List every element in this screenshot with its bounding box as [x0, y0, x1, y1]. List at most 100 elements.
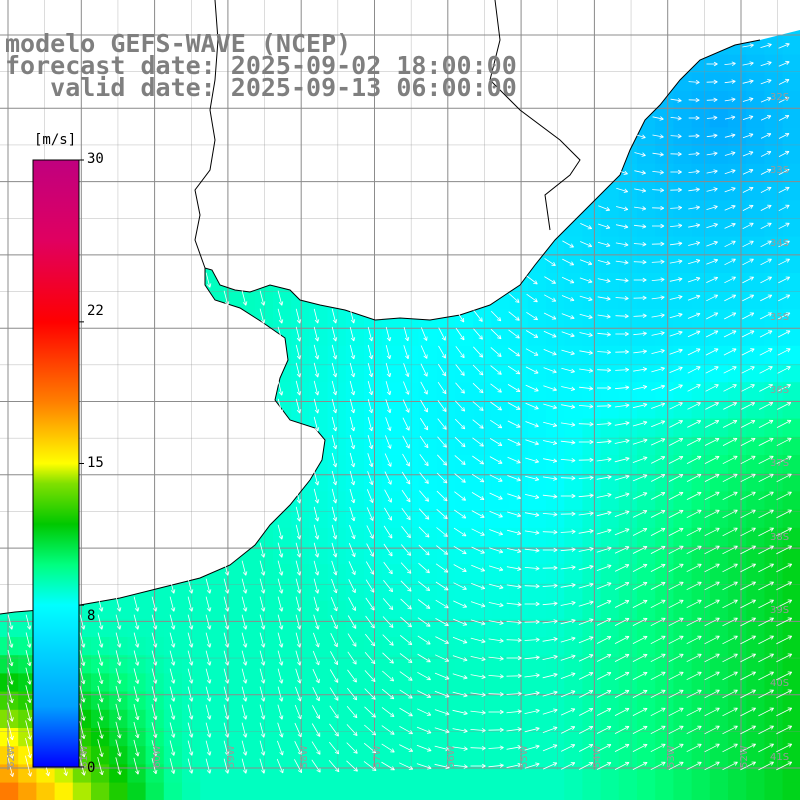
wind-cell	[473, 691, 492, 711]
wind-cell	[200, 746, 219, 765]
wind-cell	[273, 782, 292, 800]
wind-cell	[637, 764, 656, 784]
wind-cell	[655, 709, 674, 729]
wind-arrow	[562, 258, 575, 266]
wind-cell	[109, 673, 128, 693]
wind-arrow	[331, 362, 338, 378]
lat-label: 39S	[770, 605, 789, 616]
wind-cell	[618, 400, 638, 420]
wind-arrow	[525, 330, 539, 338]
wind-cell	[728, 509, 747, 529]
wind-cell	[764, 491, 784, 511]
wind-cell	[473, 618, 492, 638]
wind-cell	[527, 673, 547, 693]
wind-cell	[691, 655, 711, 674]
wind-cell	[618, 345, 638, 365]
wind-cell	[546, 418, 565, 438]
wind-cell	[400, 364, 420, 383]
wind-cell	[564, 455, 583, 474]
wind-cell	[655, 637, 674, 656]
wind-cell	[709, 782, 729, 800]
wind-arrow	[598, 205, 611, 212]
wind-arrow	[724, 79, 736, 84]
wind-cell	[600, 709, 620, 729]
wind-cell	[345, 764, 365, 784]
wind-cell	[582, 327, 602, 347]
wind-cell	[400, 746, 420, 765]
wind-arrow	[651, 331, 665, 336]
wind-arrow	[349, 362, 356, 378]
wind-arrow	[331, 308, 338, 324]
wind-arrow	[742, 151, 754, 157]
wind-cell	[509, 291, 529, 310]
wind-cell	[600, 764, 620, 784]
wind-cell	[473, 509, 492, 529]
wind-cell	[18, 691, 37, 711]
wind-cell	[400, 382, 420, 401]
wind-cell	[782, 254, 800, 274]
wind-arrow	[778, 150, 790, 157]
wind-cell	[491, 546, 511, 565]
wind-cell	[618, 728, 638, 747]
wind-cell	[637, 509, 656, 529]
wind-cell	[327, 709, 347, 729]
wind-cell	[473, 637, 492, 656]
coast-line	[0, 39, 761, 615]
wind-cell	[764, 109, 784, 128]
wind-cell	[728, 400, 747, 420]
wind-arrow	[760, 168, 772, 175]
wind-cell	[728, 455, 747, 474]
wind-cell	[546, 382, 565, 401]
colorbar-tick-22: 22	[87, 303, 104, 319]
wind-cell	[618, 436, 638, 456]
wind-arrow	[652, 116, 664, 121]
wind-cell	[436, 655, 456, 674]
wind-cell	[673, 436, 693, 456]
wind-arrow	[724, 169, 736, 175]
lon-label: 58W	[299, 745, 310, 768]
wind-cell	[18, 637, 37, 656]
wind-cell	[637, 291, 656, 310]
colorbar-tick-8: 8	[87, 608, 96, 624]
wind-cell	[746, 691, 765, 711]
wind-arrow	[438, 327, 446, 341]
wind-arrow	[760, 97, 772, 103]
wind-cell	[418, 364, 438, 383]
wind-cell	[728, 309, 747, 329]
wind-cell	[655, 673, 674, 693]
wind-arrow	[652, 152, 664, 157]
wind-cell	[18, 746, 37, 765]
wind-cell	[527, 764, 547, 784]
wind-cell	[600, 564, 620, 583]
wind-cell	[582, 782, 602, 800]
wind-cell	[618, 582, 638, 602]
wind-arrow	[687, 259, 701, 265]
wind-cell	[418, 728, 438, 747]
wind-cell	[746, 509, 765, 529]
wind-cell	[691, 728, 711, 747]
wind-cell	[691, 345, 711, 365]
wind-cell	[637, 400, 656, 420]
wind-cell	[691, 582, 711, 602]
wind-cell	[618, 546, 638, 565]
wind-arrow	[490, 365, 502, 375]
wind-cell	[673, 182, 693, 201]
wind-cell	[582, 564, 602, 583]
wind-cell	[309, 509, 329, 529]
wind-arrow	[525, 348, 539, 356]
wind-cell	[291, 345, 310, 365]
wind-cell	[291, 637, 310, 656]
wind-arrow	[651, 241, 665, 247]
wind-cell	[746, 527, 765, 547]
wind-cell	[691, 418, 711, 438]
wind-cell	[709, 400, 729, 420]
wind-cell	[582, 728, 602, 747]
wind-arrow	[420, 327, 428, 341]
wind-cell	[709, 345, 729, 365]
wind-cell	[382, 746, 401, 765]
wind-cell	[345, 527, 365, 547]
wind-cell	[291, 327, 310, 347]
wind-cell	[655, 655, 674, 674]
wind-arrow	[295, 362, 302, 378]
wind-cell	[273, 309, 292, 329]
